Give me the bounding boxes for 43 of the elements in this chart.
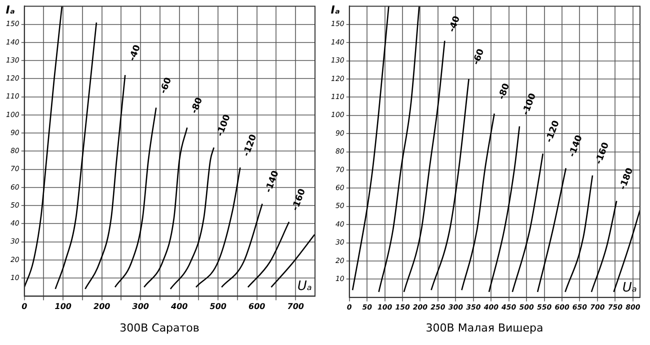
line-series [143, 126, 188, 288]
text: -60 [158, 76, 174, 96]
text: -120 [242, 133, 260, 158]
line-series [488, 126, 520, 293]
text: -140 [568, 134, 585, 159]
line-series [195, 166, 241, 288]
x-tick-label: 600 [248, 302, 266, 312]
x-tick-label: 0 [22, 302, 28, 312]
text: 300B Малая Вишера [426, 321, 544, 334]
x-tick-label: 300 [132, 302, 150, 312]
text: -100 [521, 92, 538, 117]
text: -100 [216, 113, 233, 138]
text: -160 [594, 141, 612, 166]
text: -120 [544, 119, 562, 144]
line-series [512, 152, 544, 293]
line-series [403, 40, 446, 293]
text: -60 [472, 48, 487, 66]
line-series [24, 6, 63, 288]
line-series [352, 6, 390, 291]
y-axis-title: Iₐ [6, 4, 15, 17]
line-series [170, 146, 215, 290]
x-tick-label: 100 [54, 302, 72, 312]
line-series [430, 78, 470, 291]
text: -40 [128, 44, 143, 63]
text: -140 [264, 170, 282, 194]
text: 300B Саратов [120, 321, 200, 334]
text: -80 [190, 96, 205, 116]
line-series [461, 112, 495, 291]
text: -80 [497, 82, 512, 102]
line-series [54, 22, 98, 290]
line-series [84, 74, 126, 290]
x-tick-label: 400 [170, 302, 188, 312]
x-axis-title: Uₐ [622, 280, 637, 296]
x-tick-label: 500 [210, 302, 227, 312]
y-axis-title: Iₐ [330, 4, 340, 17]
x-tick-label: 700 [287, 302, 304, 312]
x-tick-label: 200 [94, 302, 111, 312]
x-axis-title: Uₐ [297, 279, 312, 294]
line-series [378, 6, 420, 293]
text: -160 [290, 188, 308, 212]
text: -40 [447, 14, 463, 34]
line-series [114, 107, 157, 288]
text: -180 [618, 166, 636, 192]
